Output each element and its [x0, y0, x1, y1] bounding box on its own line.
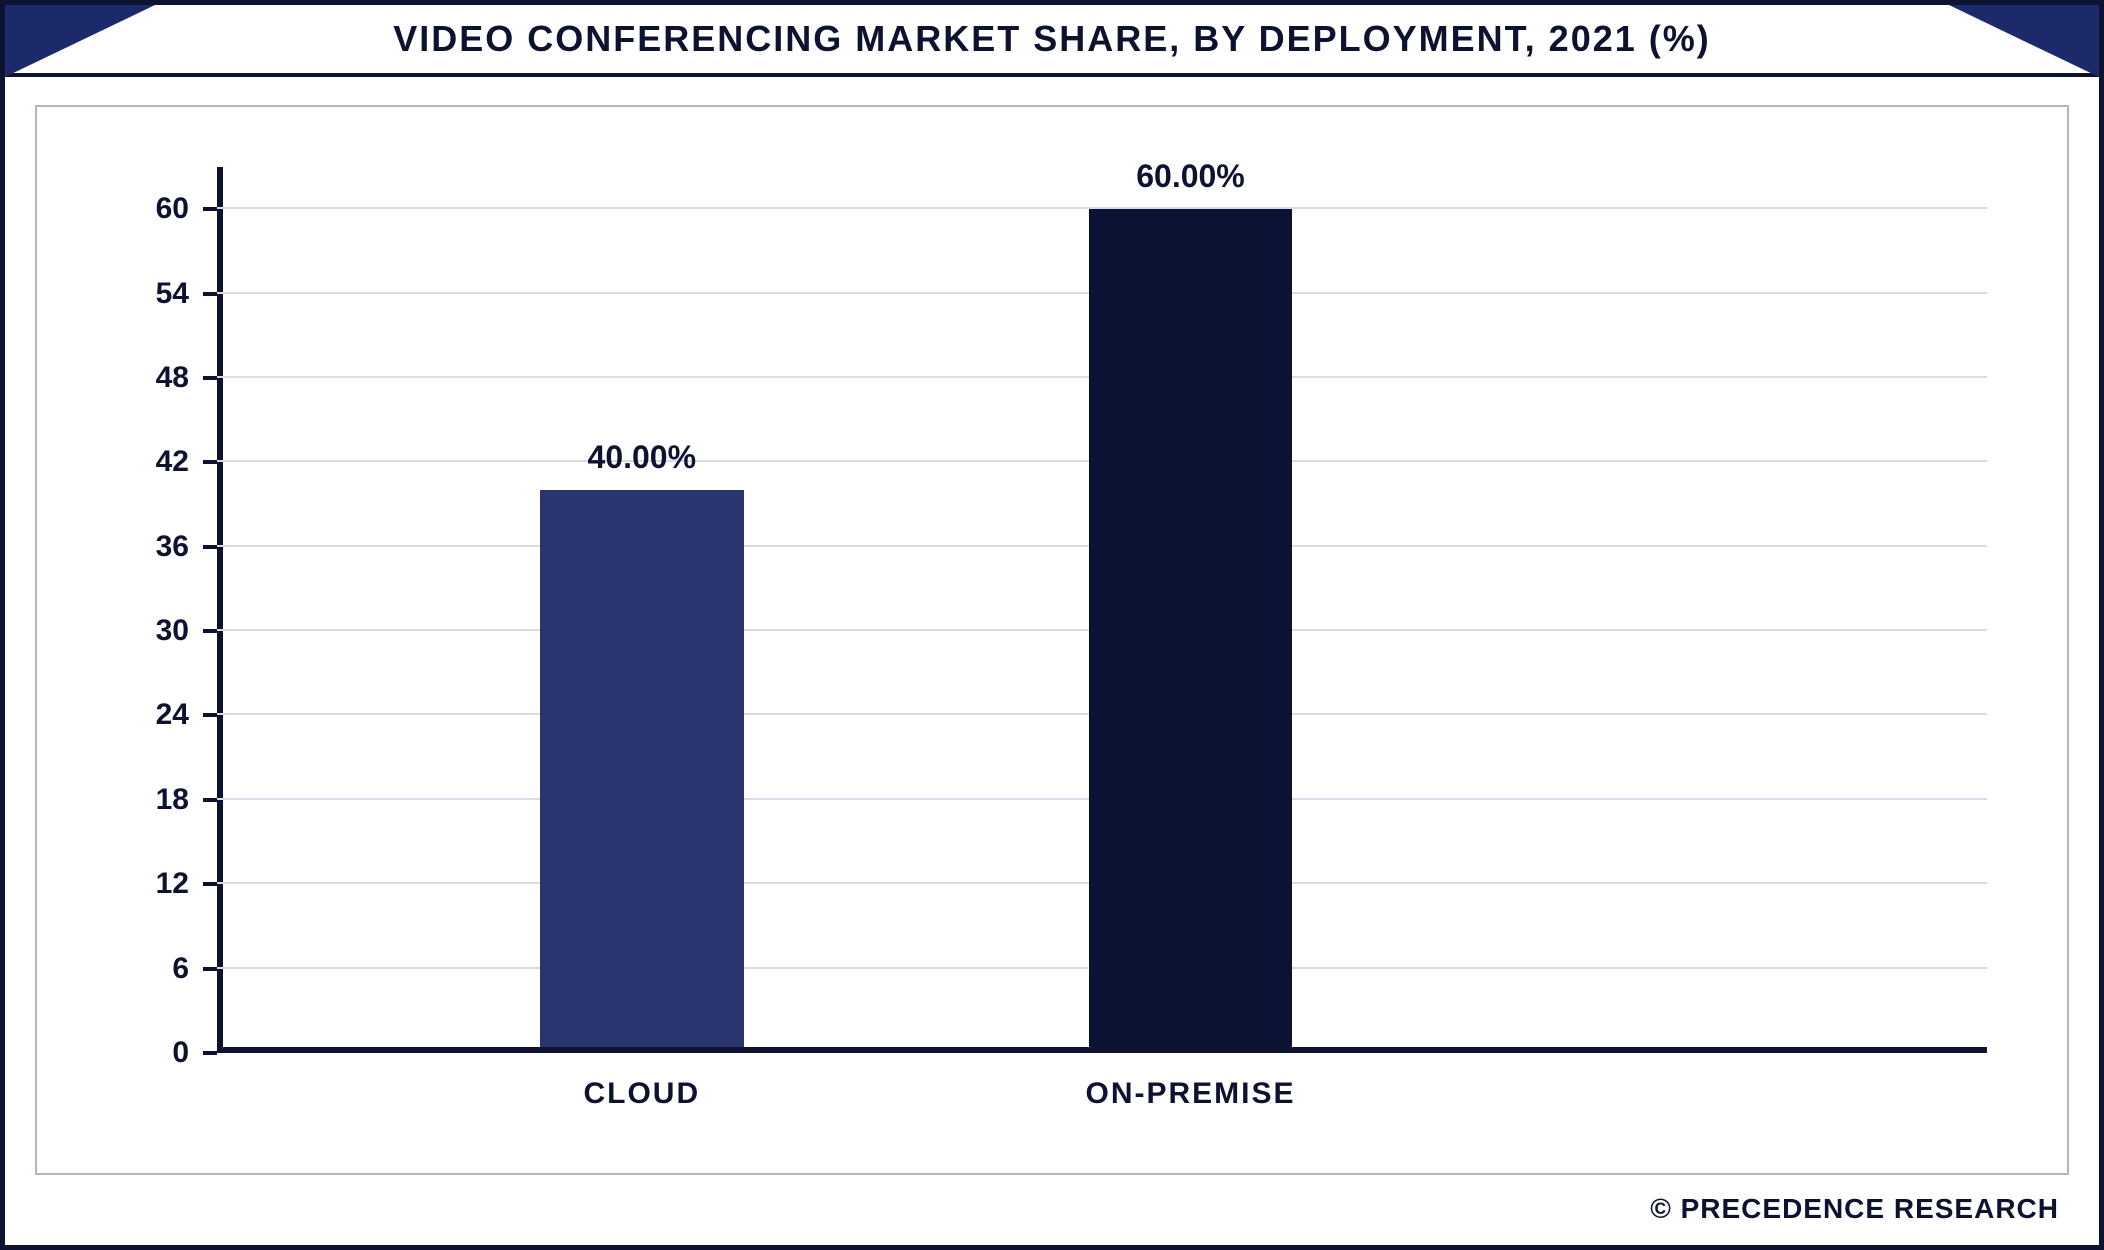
y-tick-label: 60: [109, 192, 189, 226]
chart-title: VIDEO CONFERENCING MARKET SHARE, BY DEPL…: [393, 18, 1711, 60]
plot-region: 0612182430364248546040.00%CLOUD60.00%ON-…: [217, 167, 1987, 1053]
bar-value-label: 60.00%: [1136, 158, 1245, 195]
y-tick-label: 48: [109, 361, 189, 395]
chart-area: 0 6 12 18 24 30 36 42 48 54 60 40.00% CLOUD 60.00% ON-…: [35, 105, 2069, 1175]
y-tick-label: 24: [109, 698, 189, 732]
y-tick-mark: [203, 882, 217, 886]
corner-decoration-left: [5, 5, 155, 77]
y-tick-mark: [203, 292, 217, 296]
y-tick-mark: [203, 207, 217, 211]
x-category-label: CLOUD: [583, 1077, 700, 1111]
y-axis: [217, 167, 223, 1053]
y-tick-label: 36: [109, 530, 189, 564]
corner-decoration-right: [1949, 5, 2099, 77]
x-category-label: ON-PREMISE: [1085, 1077, 1295, 1111]
attribution-text: © PRECEDENCE RESEARCH: [1650, 1193, 2059, 1225]
y-tick-mark: [203, 1051, 217, 1055]
x-axis: [217, 1047, 1987, 1053]
y-tick-mark: [203, 460, 217, 464]
y-tick-label: 54: [109, 277, 189, 311]
y-tick-label: 6: [109, 952, 189, 986]
y-tick-label: 12: [109, 867, 189, 901]
y-tick-label: 30: [109, 614, 189, 648]
y-tick-label: 18: [109, 783, 189, 817]
y-tick-mark: [203, 629, 217, 633]
y-tick-mark: [203, 967, 217, 971]
y-tick-mark: [203, 798, 217, 802]
y-tick-label: 0: [109, 1036, 189, 1070]
y-tick-mark: [203, 545, 217, 549]
y-tick-mark: [203, 713, 217, 717]
y-tick-label: 42: [109, 445, 189, 479]
bar-value-label: 40.00%: [588, 439, 697, 476]
title-bar: VIDEO CONFERENCING MARKET SHARE, BY DEPL…: [5, 5, 2099, 77]
bar: 40.00%: [540, 490, 744, 1047]
y-tick-mark: [203, 376, 217, 380]
bar: 60.00%: [1089, 209, 1293, 1047]
chart-frame: VIDEO CONFERENCING MARKET SHARE, BY DEPL…: [0, 0, 2104, 1250]
